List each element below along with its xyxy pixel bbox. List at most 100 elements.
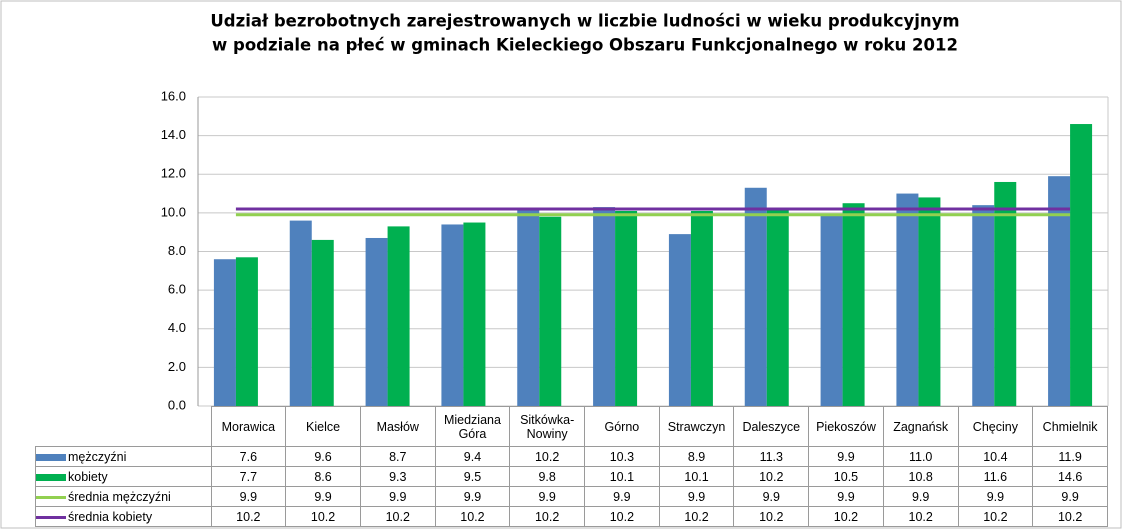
data-label: 14.6 [1032, 466, 1108, 487]
bar [463, 222, 486, 406]
data-label: 9.3 [359, 466, 436, 487]
data-label: 10.4 [957, 446, 1034, 467]
data-label: 10.2 [808, 506, 884, 527]
x-tick-label: Morawica [210, 406, 287, 447]
x-tick-label: Kielce [285, 406, 361, 447]
bar [842, 203, 865, 406]
bar [820, 214, 843, 406]
bar [539, 216, 562, 406]
legend-swatch [36, 473, 66, 481]
bar [918, 197, 941, 406]
x-tick-label: Masłów [359, 406, 436, 447]
table-corner [36, 407, 212, 447]
y-tick-label: 14.0 [161, 127, 186, 142]
data-label: 10.2 [285, 506, 361, 527]
table-header-row: Morawica Kielce Masłów Miedziana Góra Sitków… [36, 406, 1108, 447]
bar [668, 234, 691, 406]
legend-cell: średnia mężczyźni [35, 486, 212, 507]
data-label: 9.6 [285, 446, 361, 467]
bar [1070, 124, 1093, 406]
data-label: 9.9 [359, 486, 436, 507]
data-label: 7.7 [210, 466, 287, 487]
bar [766, 209, 789, 406]
data-label: 10.2 [882, 506, 959, 527]
data-label: 11.9 [1032, 446, 1108, 467]
bar [896, 193, 919, 406]
y-tick-label: 6.0 [168, 282, 186, 297]
data-label: 8.6 [285, 466, 361, 487]
y-tick-label: 12.0 [161, 166, 186, 181]
legend-label: mężczyźni [68, 449, 127, 464]
bar [235, 257, 258, 406]
x-tick-label: Daleszyce [733, 406, 810, 447]
bar [365, 237, 388, 406]
data-label: 10.2 [1032, 506, 1108, 527]
data-label: 10.1 [584, 466, 660, 487]
data-label: 9.9 [434, 486, 511, 507]
legend-swatch [36, 453, 66, 461]
data-label: 9.9 [584, 486, 660, 507]
data-label: 11.0 [882, 446, 959, 467]
legend-swatch [36, 515, 66, 519]
data-label: 9.9 [1032, 486, 1108, 507]
table-row: średnia mężczyźni 9.9 9.9 9.9 9.9 9.9 9.9 9.9 9.… [35, 486, 1108, 507]
data-label: 10.3 [584, 446, 660, 467]
legend-cell: średnia kobiety [35, 506, 212, 527]
data-table: Morawica Kielce Masłów Miedziana Góra Sitków… [35, 406, 1108, 527]
data-label: 9.9 [733, 486, 810, 507]
y-tick-label: 8.0 [168, 243, 186, 258]
data-label: 10.2 [509, 506, 586, 527]
data-label: 7.6 [210, 446, 287, 467]
legend-swatch [36, 495, 66, 499]
data-label: 9.9 [957, 486, 1034, 507]
data-label: 9.9 [509, 486, 586, 507]
x-tick-label: Piekoszów [808, 406, 884, 447]
legend-label: kobiety [68, 469, 108, 484]
data-label: 9.9 [808, 446, 884, 467]
data-label: 10.5 [808, 466, 884, 487]
bar [994, 181, 1017, 406]
table-row: kobiety 7.7 8.6 9.3 9.5 9.8 10.1 10.1 10.2 10.5 10… [35, 466, 1108, 487]
data-label: 10.2 [733, 506, 810, 527]
bar [441, 224, 464, 406]
y-tick-label: 10.0 [161, 204, 186, 219]
data-label: 10.2 [359, 506, 436, 527]
x-tick-label: Miedziana Góra [434, 406, 511, 447]
x-tick-label: Górno [584, 406, 660, 447]
table-row: średnia kobiety 10.2 10.2 10.2 10.2 10.2 10.2 1… [35, 506, 1108, 527]
bar [289, 220, 312, 406]
data-label: 11.6 [957, 466, 1034, 487]
x-tick-label: Sitkówka-Nowiny [509, 406, 586, 447]
x-tick-label: Chęciny [957, 406, 1034, 447]
data-label: 10.2 [434, 506, 511, 527]
bar [593, 207, 616, 406]
legend-label: średnia kobiety [68, 509, 153, 524]
data-label: 9.5 [434, 466, 511, 487]
data-label: 10.2 [733, 466, 810, 487]
data-label: 10.2 [210, 506, 287, 527]
y-tick-label: 2.0 [168, 359, 186, 374]
chart-title: Udział bezrobotnych zarejestrowanych w l… [210, 12, 959, 31]
bar [615, 210, 638, 406]
data-label: 10.2 [509, 446, 586, 467]
data-label: 10.8 [882, 466, 959, 487]
bar [972, 205, 995, 406]
x-tick-label: Strawczyn [658, 406, 735, 447]
legend-cell: mężczyźni [35, 446, 212, 467]
data-label: 8.9 [658, 446, 735, 467]
data-label: 10.2 [584, 506, 660, 527]
bar [387, 226, 410, 406]
bar [1048, 176, 1071, 406]
data-label: 9.9 [808, 486, 884, 507]
data-label: 9.4 [434, 446, 511, 467]
data-label: 8.7 [359, 446, 436, 467]
data-label: 9.9 [882, 486, 959, 507]
data-label: 10.1 [658, 466, 735, 487]
bar [690, 210, 713, 406]
table-row: mężczyźni 7.6 9.6 8.7 9.4 10.2 10.3 8.9 11.3 9.9 1… [35, 446, 1108, 467]
bar [213, 259, 236, 406]
bar [311, 239, 334, 406]
